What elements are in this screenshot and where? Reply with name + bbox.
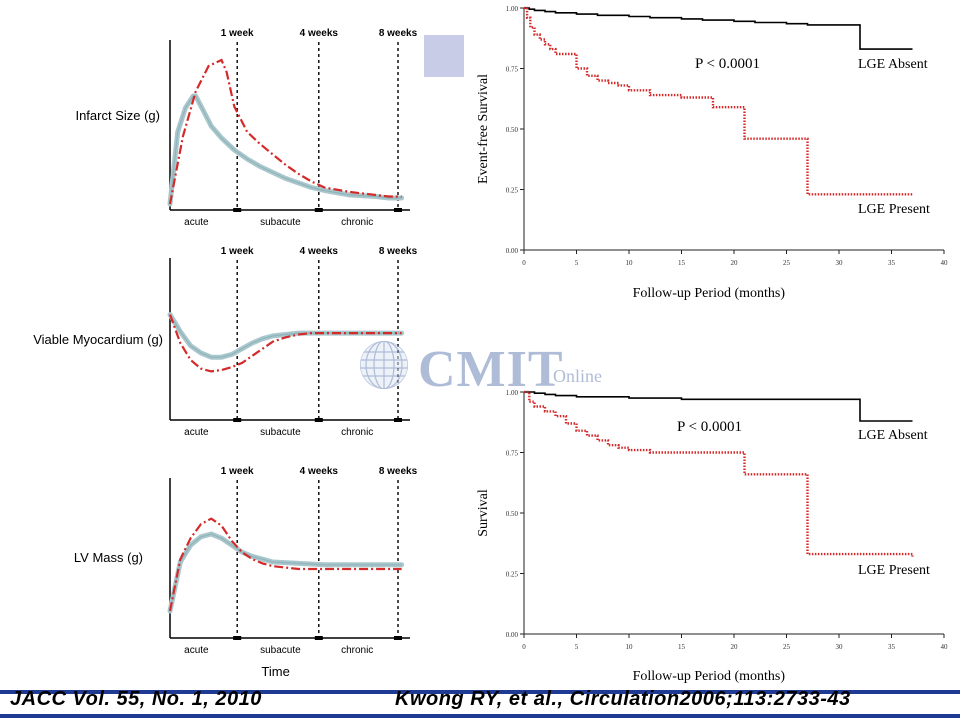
time-marker-label: 4 weeks [300,28,339,39]
footer-rule-top [0,690,960,694]
x-axis-label: Follow-up Period (months) [633,286,786,301]
mvo-course-line [168,517,402,612]
citation-left: JACC Vol. 55, No. 1, 2010 [10,688,262,710]
axis-tick [314,208,323,212]
x-axis-label: Follow-up Period (months) [633,669,786,684]
lge-absent-curve [524,391,913,422]
normal-course-core [169,533,402,612]
y-tick-label: 0.25 [506,187,519,195]
axis-tick [233,208,242,212]
km-panel: 0 5 10 15 20 25 30 35 40 0.00 0.25 0.50 0.75 1.00 Foll… [476,389,948,684]
km-panel: 0 5 10 15 20 25 30 35 40 0.00 0.25 0.50 0.75 1.00 Foll… [476,5,948,301]
x-tick-label: 30 [836,259,844,267]
phase-label: acute [184,217,209,228]
x-tick-label: 35 [888,259,896,267]
lge-present-curve [524,6,913,196]
y-axis-label: Survival [476,489,491,537]
y-tick-label: 0.25 [506,571,519,579]
y-tick-label: 0.00 [506,247,519,255]
y-tick-label: 0.75 [506,450,519,458]
x-tick-label: 15 [678,259,686,267]
time-marker-label: 8 weeks [379,246,418,257]
accent-square [424,35,464,77]
time-marker-label: 4 weeks [300,246,339,257]
x-tick-label: 15 [678,643,686,651]
legend-lge-present: LGE Present [858,563,930,578]
time-marker-label: 1 week [221,466,254,477]
y-tick-label: 1.00 [506,5,519,13]
y-axis-label: Event-free Survival [476,74,491,184]
legend-lge-absent: LGE Absent [858,57,928,72]
x-tick-label: 25 [783,643,791,651]
phase-label: acute [184,427,209,438]
phase-label: chronic [341,427,373,438]
x-tick-label: 20 [731,643,739,651]
x-tick-label: 0 [522,259,526,267]
panel-ylabel: Infarct Size (g) [75,108,160,123]
mvo-course-line [168,314,402,373]
y-tick-label: 0.00 [506,631,519,639]
panel-xlabel: Time [261,664,289,679]
schematic-panel: LV Mass (g) 1 week 4 weeks 8 weeks acute suba… [74,466,418,679]
x-tick-label: 30 [836,643,844,651]
time-marker-label: 8 weeks [379,28,418,39]
x-tick-label: 40 [941,643,949,651]
axis-tick [314,418,323,422]
x-tick-label: 40 [941,259,949,267]
x-tick-label: 10 [626,643,634,651]
p-value-annotation: P < 0.0001 [695,56,760,72]
x-tick-label: 35 [888,643,896,651]
phase-label: acute [184,645,209,656]
phase-label: subacute [260,217,301,228]
lge-absent-curve [524,7,913,50]
axis-tick [233,636,242,640]
mvo-course-line [168,58,402,205]
axis-tick [394,208,402,212]
axis-tick [314,636,323,640]
time-marker-label: 8 weeks [379,466,418,477]
y-tick-label: 0.50 [506,126,519,134]
y-tick-label: 0.75 [506,66,519,74]
axis-tick [233,418,242,422]
x-tick-label: 5 [575,259,579,267]
panel-ylabel: Viable Myocardium (g) [33,332,163,347]
y-tick-label: 0.50 [506,510,519,518]
phase-label: subacute [260,645,301,656]
axis-tick [394,636,402,640]
footer-rule-bottom [0,714,960,718]
phase-label: chronic [341,217,373,228]
phase-label: chronic [341,645,373,656]
schematic-panel: Viable Myocardium (g) 1 week 4 weeks 8 week… [33,246,417,438]
phase-label: subacute [260,427,301,438]
legend-lge-absent: LGE Absent [858,428,928,443]
x-tick-label: 5 [575,643,579,651]
watermark-sub: Online [553,366,602,386]
panel-ylabel: LV Mass (g) [74,550,143,565]
x-tick-label: 25 [783,259,791,267]
x-tick-label: 0 [522,643,526,651]
watermark-name: CMIT [418,341,564,398]
schematic-panel: Infarct Size (g) 1 week 4 weeks 8 weeks acut… [75,28,417,228]
globe-logo-icon [360,341,408,389]
legend-lge-present: LGE Present [858,202,930,217]
time-marker-label: 4 weeks [300,466,339,477]
lge-present-curve [524,390,914,557]
y-tick-label: 1.00 [506,389,519,397]
time-marker-label: 1 week [221,246,254,257]
axis-tick [394,418,402,422]
x-tick-label: 20 [731,259,739,267]
citation-right: Kwong RY, et al., Circulation2006;113:27… [395,688,851,710]
time-marker-label: 1 week [221,28,254,39]
x-tick-label: 10 [626,259,634,267]
normal-course-core [169,95,402,205]
normal-course-line [167,531,405,614]
p-value-annotation: P < 0.0001 [677,419,742,435]
